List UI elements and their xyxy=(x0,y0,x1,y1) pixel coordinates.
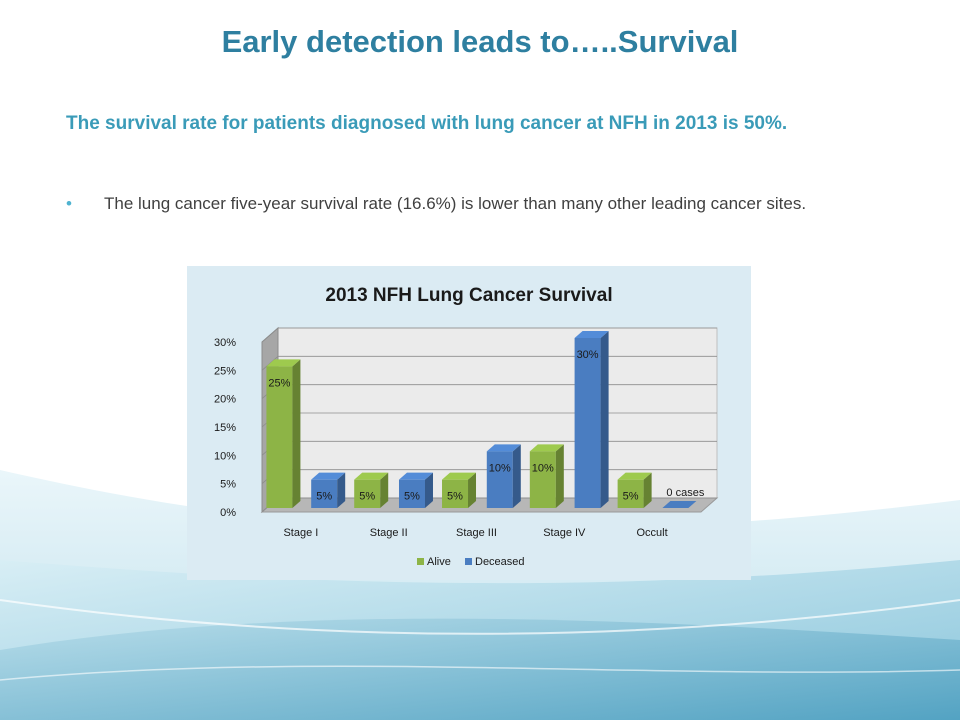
data-label: 5% xyxy=(404,491,420,503)
y-tick-label: 0% xyxy=(220,507,236,519)
bar-alive xyxy=(617,479,644,508)
bar-alive xyxy=(354,479,381,508)
x-tick-label: Stage III xyxy=(456,527,497,539)
bar-deceased xyxy=(662,501,697,508)
legend-swatch-deceased xyxy=(465,558,472,565)
bar-side-deceased xyxy=(512,444,521,508)
bar-alive xyxy=(442,479,469,508)
x-tick-label: Stage IV xyxy=(543,527,586,539)
data-label: 0 cases xyxy=(666,487,704,499)
plot-area: 0% 5% 10% 15% 20% 25% 30% 25% 5% Stage I 5% 5% Stage… xyxy=(214,326,719,568)
bar-side-deceased xyxy=(337,472,346,508)
bar-top-deceased xyxy=(311,472,346,480)
bar-alive xyxy=(529,451,556,508)
x-tick-label: Stage II xyxy=(370,527,408,539)
y-tick-label: 10% xyxy=(214,450,236,462)
bar-top-deceased xyxy=(398,472,433,480)
y-tick-label: 25% xyxy=(214,365,236,377)
bar-side-alive xyxy=(468,472,477,508)
y-tick-label: 5% xyxy=(220,479,236,491)
legend-swatch-alive xyxy=(417,558,424,565)
bar-side-alive xyxy=(643,472,652,508)
bar-alive xyxy=(266,366,293,508)
bar-deceased xyxy=(486,451,513,508)
bar-side-deceased xyxy=(600,331,609,508)
chart-title: 2013 NFH Lung Cancer Survival xyxy=(325,285,612,306)
data-label: 10% xyxy=(532,462,554,474)
bar-top-deceased xyxy=(486,444,521,452)
bar-side-alive xyxy=(292,359,301,508)
bar-top-alive xyxy=(617,472,652,480)
survival-chart: 2013 NFH Lung Cancer Survival 0% 5% 10% 15%… xyxy=(187,266,751,580)
slide-title: Early detection leads to…..Survival xyxy=(221,24,739,59)
legend-label-alive: Alive xyxy=(427,556,451,568)
data-label: 5% xyxy=(316,491,332,503)
bar-top-alive xyxy=(529,444,564,452)
bar-side-alive xyxy=(380,472,389,508)
data-label: 5% xyxy=(623,491,639,503)
data-label: 25% xyxy=(268,377,290,389)
x-tick-label: Stage I xyxy=(283,527,318,539)
x-tick-label: Occult xyxy=(637,527,668,539)
y-tick-label: 20% xyxy=(214,394,236,406)
bar-top-alive xyxy=(354,472,389,480)
bar-top-alive xyxy=(442,472,477,480)
bar-deceased xyxy=(398,479,425,508)
bullet-item: • The lung cancer five-year survival rat… xyxy=(66,192,886,216)
bar-top-deceased xyxy=(574,331,609,338)
survival-rate-subtitle: The survival rate for patients diagnosed… xyxy=(66,113,788,134)
data-label: 5% xyxy=(447,491,463,503)
bar-top-alive xyxy=(266,359,301,367)
bullet-dot-icon: • xyxy=(66,194,72,213)
bullet-text: The lung cancer five-year survival rate … xyxy=(104,194,807,213)
bar-deceased xyxy=(574,338,601,508)
y-tick-label: 30% xyxy=(214,337,236,349)
data-label: 5% xyxy=(359,491,375,503)
data-label: 10% xyxy=(489,462,511,474)
bar-side-alive xyxy=(555,444,564,508)
bar-side-deceased xyxy=(424,472,433,508)
gridline-side xyxy=(261,327,279,343)
bar-deceased xyxy=(311,479,338,508)
data-label: 30% xyxy=(577,349,599,361)
y-tick-label: 15% xyxy=(214,422,236,434)
legend-label-deceased: Deceased xyxy=(475,556,525,568)
